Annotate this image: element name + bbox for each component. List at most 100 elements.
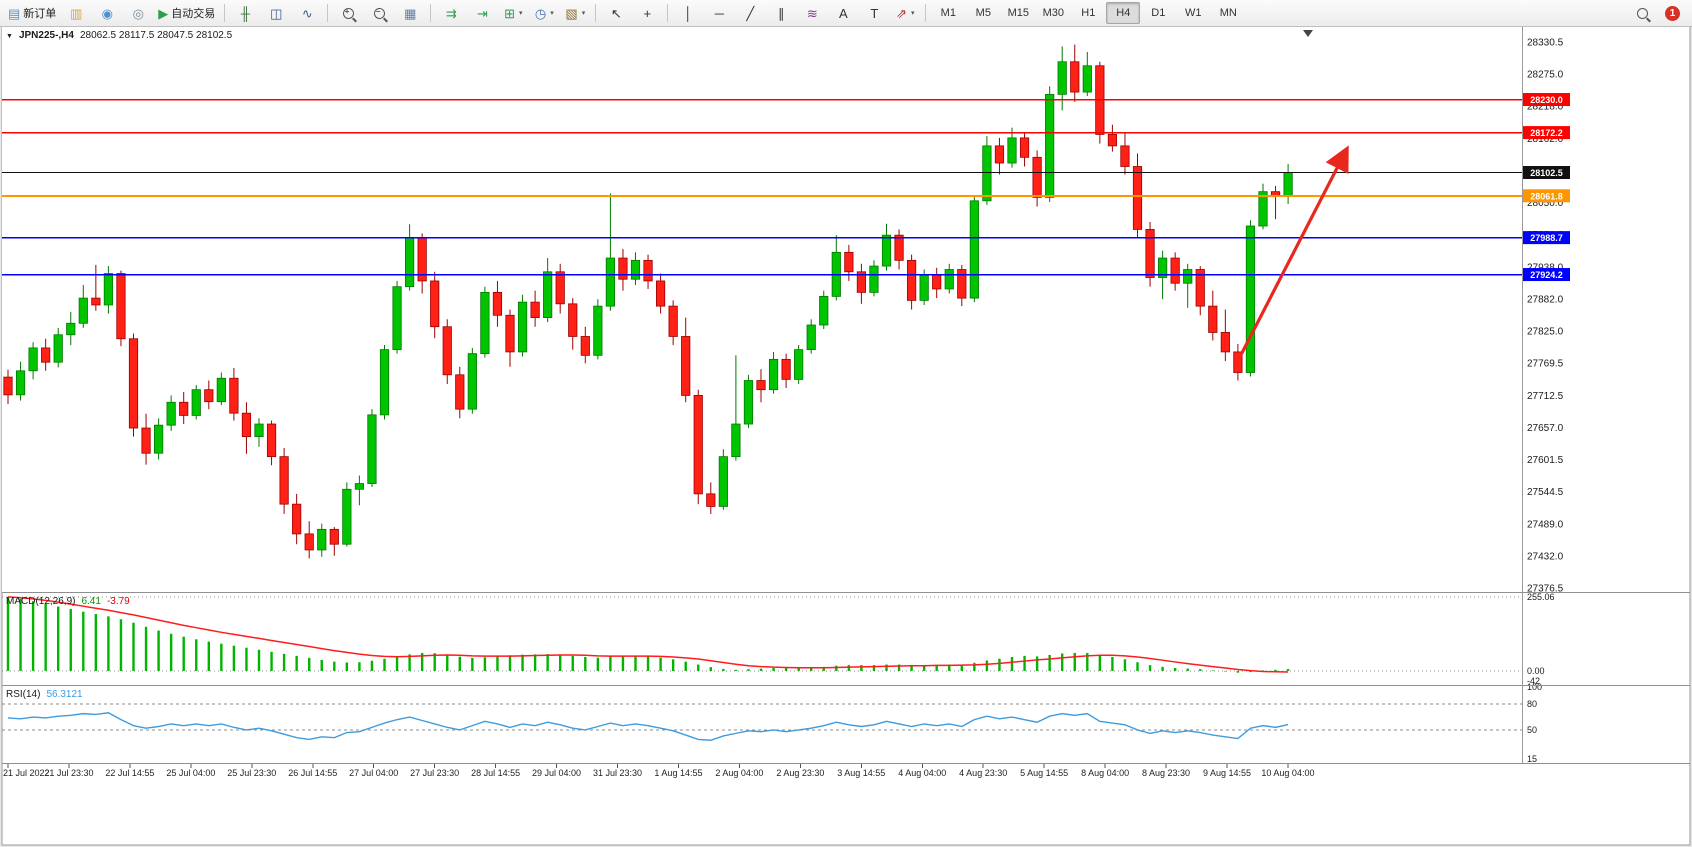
zoom-in-button[interactable]: + (333, 2, 363, 24)
timeframe-w1-button[interactable]: W1 (1185, 7, 1202, 19)
time-axis-label: 28 Jul 14:55 (471, 768, 520, 778)
candle-body (517, 301, 528, 353)
periods-button[interactable]: ◷ ▾ (529, 2, 559, 24)
periods-caret: ▾ (550, 10, 554, 17)
horizontal-line-button[interactable]: ─ (704, 2, 734, 24)
time-axis-label: 4 Aug 23:30 (959, 768, 1007, 778)
auto-scroll-button[interactable]: ⇉ (436, 2, 466, 24)
candle-body (919, 274, 929, 301)
chart-plot-area[interactable] (2, 26, 1522, 592)
candle-body (781, 358, 791, 380)
timeframe-mn-button[interactable]: MN (1219, 7, 1237, 19)
chart-shift-button[interactable]: ⇥ (467, 2, 497, 24)
toolbar-group-cursor: ↖ + (601, 2, 662, 24)
timeframe-m15-button[interactable]: M15 (1007, 7, 1029, 19)
candle-body (907, 259, 917, 301)
timeframe-m30-button[interactable]: M30 (1042, 7, 1064, 19)
vertical-line-button[interactable]: │ (673, 2, 703, 24)
timeframe-m5-button[interactable]: M5 (975, 7, 991, 19)
candlestick-chart-icon: ◫ (270, 5, 283, 21)
candle-body (304, 533, 314, 551)
timeframe-m1-button[interactable]: M1 (940, 7, 956, 19)
bars-chart-button[interactable]: ╫ (230, 2, 260, 24)
trendline-button[interactable]: ╱ (735, 2, 765, 24)
timeframe-h1-button[interactable]: H1 (1081, 7, 1096, 19)
toolbar-right: 1 (1627, 2, 1688, 24)
candle-body (656, 280, 666, 307)
chart-shift-marker[interactable] (1303, 30, 1313, 37)
candle-body (555, 271, 565, 305)
price-axis-label: 27432.0 (1527, 551, 1564, 562)
cursor-button[interactable]: ↖ (601, 2, 631, 24)
search-button[interactable] (1627, 2, 1657, 24)
candle-body (1057, 61, 1067, 95)
crosshair-button[interactable]: + (632, 2, 662, 24)
toolbar: ▤ 新订单 ▥ ◉ ◎ ▶ 自动交易 ╫ ◫ ∿ + − ▦ ⇉ ⇥ ⊞ ▾ ◷ ▾ ▧ ▾ ↖ + │ ─ ╱ ∥ ≋ A T ⇗ ▾ M1 M… (0, 0, 1692, 27)
candle-body (179, 401, 189, 416)
time-axis-label: 2 Aug 23:30 (776, 768, 824, 778)
new-chart-button[interactable]: ⊞ ▾ (498, 2, 528, 24)
candle-body (467, 353, 477, 410)
candle-body (706, 493, 716, 507)
candle-body (718, 456, 728, 507)
candle-body (41, 347, 51, 363)
price-axis-label: 27489.0 (1527, 519, 1564, 530)
zoom-in-sign: + (344, 6, 350, 16)
candle-body (191, 389, 201, 416)
candle-body (430, 280, 440, 328)
autotrading-button[interactable]: ▶ 自动交易 (154, 2, 219, 24)
candle-body (856, 271, 867, 293)
templates-button[interactable]: ▧ ▾ (560, 2, 590, 24)
equidistant-channel-button[interactable]: ∥ (766, 2, 796, 24)
candle-body (969, 200, 979, 299)
toolbar-group-zoom: + − ▦ (333, 2, 425, 24)
line-chart-button[interactable]: ∿ (292, 2, 322, 24)
bars-chart-icon: ╫ (240, 5, 250, 21)
candle-body (844, 251, 854, 273)
time-axis-label: 26 Jul 14:55 (288, 768, 337, 778)
candle-body (141, 427, 151, 454)
candle-body (392, 286, 402, 351)
candle-body (593, 305, 603, 356)
candle-body (91, 297, 101, 306)
candle-body (605, 257, 616, 307)
macd-axis-label: 0.00 (1527, 666, 1545, 676)
time-axis-label: 9 Aug 14:55 (1203, 768, 1251, 778)
candle-body (103, 273, 113, 306)
price-axis-label: 27882.0 (1527, 294, 1564, 305)
market-watch-button[interactable]: ◎ (123, 2, 153, 24)
candle-body (957, 269, 967, 299)
notifications-badge[interactable]: 1 (1665, 5, 1680, 21)
candle-body (756, 380, 766, 391)
candle-body (743, 380, 754, 425)
tile-windows-button[interactable]: ▦ (395, 2, 425, 24)
price-badge-label: 28172.2 (1530, 128, 1563, 138)
timeframe-h4-button[interactable]: H4 (1106, 2, 1141, 24)
price-scale[interactable] (1523, 26, 1690, 763)
candle-body (78, 297, 88, 324)
time-axis-label: 21 Jul 2022 (3, 768, 50, 778)
text-label-button[interactable]: T (859, 2, 889, 24)
candle-body (944, 269, 954, 290)
community-button[interactable]: ◉ (92, 2, 122, 24)
candle-body (3, 376, 13, 396)
candle-body (254, 423, 264, 438)
candle-body (1183, 269, 1193, 284)
trend-arrow-annotation[interactable] (1238, 145, 1349, 357)
rsi-axis-label: 15 (1527, 754, 1537, 764)
toolbar-separator (667, 4, 669, 22)
timeframe-d1-button[interactable]: D1 (1151, 7, 1166, 19)
periods-icon: ◷ (534, 5, 547, 21)
rsi-line (7, 712, 1289, 741)
candlestick-chart-button[interactable]: ◫ (261, 2, 291, 24)
text-button[interactable]: A (828, 2, 858, 24)
zoom-out-button[interactable]: − (364, 2, 394, 24)
new-order-button[interactable]: ▤ 新订单 (4, 2, 60, 24)
price-badge-28061.8 (1523, 189, 1570, 203)
arrows-button[interactable]: ⇗ ▾ (890, 2, 920, 24)
price-axis-label: 28330.5 (1527, 38, 1564, 49)
rsi-axis-label: 50 (1527, 725, 1537, 735)
charts-button[interactable]: ▥ (61, 2, 91, 24)
fibonacci-button[interactable]: ≋ (797, 2, 827, 24)
